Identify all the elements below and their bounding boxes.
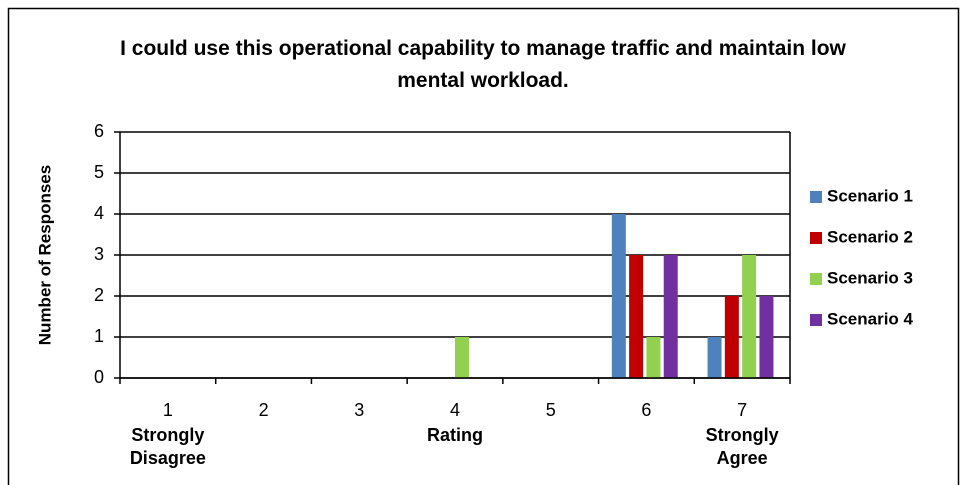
legend-swatch bbox=[810, 232, 822, 244]
x-axis-annotation: Strongly Disagree bbox=[129, 425, 206, 468]
bar bbox=[742, 255, 757, 378]
y-tick-label: 5 bbox=[94, 162, 104, 182]
x-tick-label: 7 bbox=[737, 400, 747, 420]
legend-label: Scenario 4 bbox=[827, 309, 914, 328]
x-tick-label: 6 bbox=[641, 400, 651, 420]
x-axis-annotation: Strongly Agree bbox=[705, 425, 779, 468]
bar bbox=[663, 255, 678, 378]
y-axis-label: Number of Responses bbox=[35, 165, 54, 345]
x-tick-label: 2 bbox=[259, 400, 269, 420]
x-axis-annotation: Rating bbox=[427, 425, 483, 445]
bar bbox=[455, 337, 469, 378]
legend-swatch bbox=[810, 314, 822, 326]
y-tick-label: 6 bbox=[94, 121, 104, 141]
y-tick-label: 1 bbox=[94, 326, 104, 346]
bar bbox=[724, 296, 739, 378]
bar bbox=[646, 337, 661, 378]
bar bbox=[707, 337, 722, 378]
x-tick-label: 5 bbox=[546, 400, 556, 420]
y-tick-label: 0 bbox=[94, 367, 104, 387]
y-tick-label: 2 bbox=[94, 285, 104, 305]
x-tick-label: 1 bbox=[163, 400, 173, 420]
legend-swatch bbox=[810, 191, 822, 203]
legend-label: Scenario 1 bbox=[827, 186, 913, 205]
chart-border bbox=[7, 7, 960, 485]
legend-swatch bbox=[810, 273, 822, 285]
x-tick-label: 4 bbox=[450, 400, 460, 420]
y-tick-label: 4 bbox=[94, 203, 104, 223]
bar bbox=[759, 296, 774, 378]
chart-title: I could use this operational capability … bbox=[120, 37, 846, 92]
bar bbox=[629, 255, 644, 378]
legend-label: Scenario 3 bbox=[827, 268, 913, 287]
y-tick-label: 3 bbox=[94, 244, 104, 264]
legend-label: Scenario 2 bbox=[827, 227, 913, 246]
x-tick-label: 3 bbox=[354, 400, 364, 420]
bar bbox=[611, 214, 626, 378]
